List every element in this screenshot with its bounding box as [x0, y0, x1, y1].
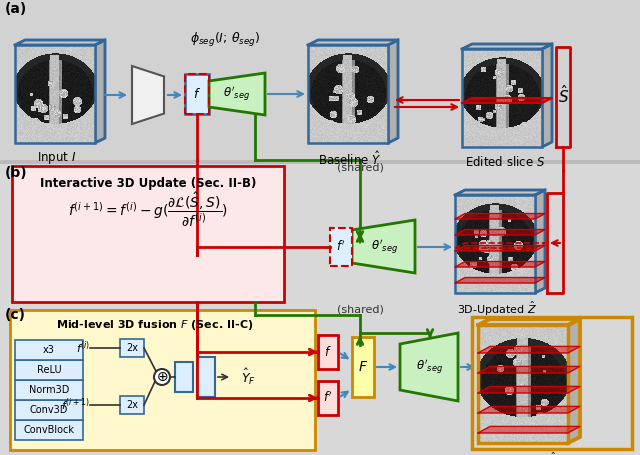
Text: ConvBlock: ConvBlock	[24, 425, 74, 435]
Text: x3: x3	[43, 345, 55, 355]
Text: (a): (a)	[5, 2, 28, 16]
Bar	[0, 0, 640, 160]
Polygon shape	[352, 220, 415, 273]
Text: (shared): (shared)	[337, 163, 383, 173]
Text: Edited slice $S$: Edited slice $S$	[465, 155, 545, 169]
Polygon shape	[535, 190, 545, 293]
Polygon shape	[478, 319, 580, 325]
Text: (b): (b)	[5, 166, 28, 180]
Polygon shape	[462, 98, 552, 103]
Polygon shape	[455, 213, 545, 219]
Polygon shape	[462, 44, 552, 49]
Text: $f'$: $f'$	[323, 391, 333, 405]
Bar	[352, 337, 374, 397]
Text: Mid-level 3D fusion $F$ (Sec. II-C): Mid-level 3D fusion $F$ (Sec. II-C)	[56, 318, 253, 332]
Bar	[308, 45, 388, 143]
Bar	[318, 335, 338, 369]
Text: $\hat{S}$: $\hat{S}$	[558, 84, 569, 106]
Text: $f'$: $f'$	[337, 240, 346, 254]
Text: Input $I$: Input $I$	[37, 150, 77, 166]
Bar	[15, 45, 95, 143]
Polygon shape	[388, 40, 398, 143]
Text: (c): (c)	[5, 308, 26, 322]
Bar	[15, 400, 83, 420]
Bar	[10, 310, 315, 450]
Polygon shape	[542, 44, 552, 147]
Bar	[120, 396, 144, 414]
Bar	[15, 340, 83, 360]
Circle shape	[154, 369, 170, 385]
Polygon shape	[455, 246, 545, 251]
Polygon shape	[15, 40, 105, 45]
Polygon shape	[478, 406, 580, 413]
Text: Interactive 3D Update (Sec. II-B): Interactive 3D Update (Sec. II-B)	[40, 177, 256, 190]
Bar	[478, 325, 568, 443]
Text: $\phi_{seg}(I;\,\theta_{seg})$: $\phi_{seg}(I;\,\theta_{seg})$	[189, 31, 260, 49]
Bar	[462, 49, 542, 147]
Text: Conv3D: Conv3D	[30, 405, 68, 415]
Polygon shape	[400, 333, 458, 401]
Bar	[330, 228, 352, 266]
Bar	[0, 160, 640, 164]
Bar	[0, 304, 640, 308]
Polygon shape	[308, 40, 398, 45]
Bar	[15, 360, 83, 380]
Polygon shape	[455, 229, 545, 235]
Polygon shape	[95, 40, 105, 143]
Text: 3D-Updated $\hat{Z}$: 3D-Updated $\hat{Z}$	[457, 300, 537, 318]
Text: (shared): (shared)	[337, 305, 383, 315]
Bar	[318, 381, 338, 415]
Text: ReLU: ReLU	[36, 365, 61, 375]
Text: $\theta'_{seg}$: $\theta'_{seg}$	[417, 358, 444, 376]
Text: 2x: 2x	[126, 343, 138, 353]
Polygon shape	[455, 262, 545, 267]
Text: $f$: $f$	[193, 87, 201, 101]
Bar	[185, 74, 209, 114]
Text: $F$: $F$	[358, 360, 368, 374]
Polygon shape	[455, 278, 545, 283]
Text: Norm3D: Norm3D	[29, 385, 69, 395]
Bar	[15, 380, 83, 400]
Polygon shape	[478, 366, 580, 373]
Bar	[197, 357, 215, 397]
Text: $\hat{Y}_F$: $\hat{Y}_F$	[241, 367, 255, 387]
Bar	[120, 339, 144, 357]
Polygon shape	[478, 346, 580, 353]
Text: $\theta'_{seg}$: $\theta'_{seg}$	[223, 85, 250, 103]
Bar	[0, 304, 640, 455]
Bar	[455, 195, 535, 293]
Text: Baseline $\hat{Y}$: Baseline $\hat{Y}$	[318, 150, 381, 168]
Text: $f^{(i)}$: $f^{(i)}$	[76, 340, 90, 356]
Text: $f^{(i+1)} = f^{(i)} - g(\dfrac{\partial \mathcal{L}(\hat{S},S)}{\partial f^{(i): $f^{(i+1)} = f^{(i)} - g(\dfrac{\partial…	[68, 191, 228, 229]
Polygon shape	[568, 319, 580, 443]
Bar	[185, 74, 209, 114]
Polygon shape	[209, 73, 265, 115]
Bar	[12, 166, 284, 302]
Text: 2x: 2x	[126, 400, 138, 410]
Text: $\oplus$: $\oplus$	[156, 370, 168, 384]
Bar	[0, 164, 640, 304]
Bar	[15, 420, 83, 440]
Polygon shape	[455, 190, 545, 195]
Text: $f$: $f$	[324, 345, 332, 359]
Polygon shape	[132, 66, 164, 124]
Bar	[472, 317, 632, 449]
Polygon shape	[478, 386, 580, 393]
Text: $\theta'_{seg}$: $\theta'_{seg}$	[371, 238, 399, 256]
Text: 3D-Fused $\hat{Z}$: 3D-Fused $\hat{Z}$	[492, 451, 558, 455]
Bar	[175, 362, 193, 392]
Polygon shape	[478, 426, 580, 433]
Text: $f^{(i+1)}$: $f^{(i+1)}$	[61, 397, 90, 413]
